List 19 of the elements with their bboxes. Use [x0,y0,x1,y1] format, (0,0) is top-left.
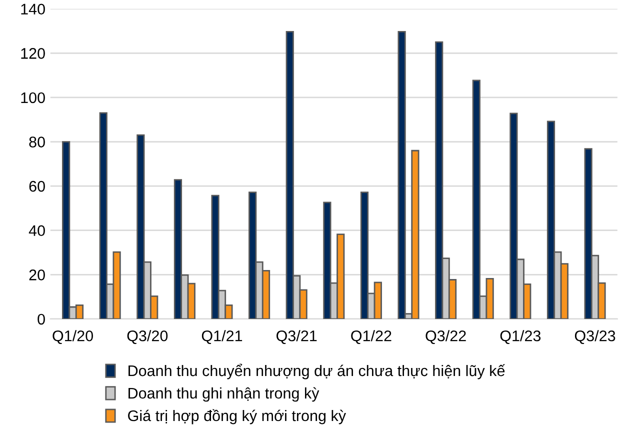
x-tick-label: Q1/21 [202,330,242,344]
y-tick-label: 100 [21,92,45,104]
x-tick-label: Q3/20 [127,330,168,344]
y-tick-label: 140 [21,4,45,15]
y-tick-label: 20 [29,270,45,280]
x-tick-label: Q1/22 [351,330,392,344]
x-tick-label: Q3/23 [574,330,616,344]
x-tick-label: Q3/22 [426,330,466,344]
y-tick-label: 0 [38,314,45,325]
y-tick-label: 120 [21,48,45,59]
y-tick-label: 60 [29,180,45,192]
legend-label: Doanh thu chuyển nhượng dự án chưa thực hiện lũy kế [128,364,506,380]
y-tick-label: 40 [28,225,45,236]
y-tick-label: 80 [29,136,45,148]
legend-label: Giá trị hợp đồng ký mới trong kỳ [128,409,346,424]
x-tick-label: Q1/20 [52,330,93,344]
x-tick-label: Q1/23 [500,330,541,344]
x-tick-label: Q3/21 [276,330,317,344]
legend-label: Doanh thu ghi nhận trong kỳ [128,387,320,402]
